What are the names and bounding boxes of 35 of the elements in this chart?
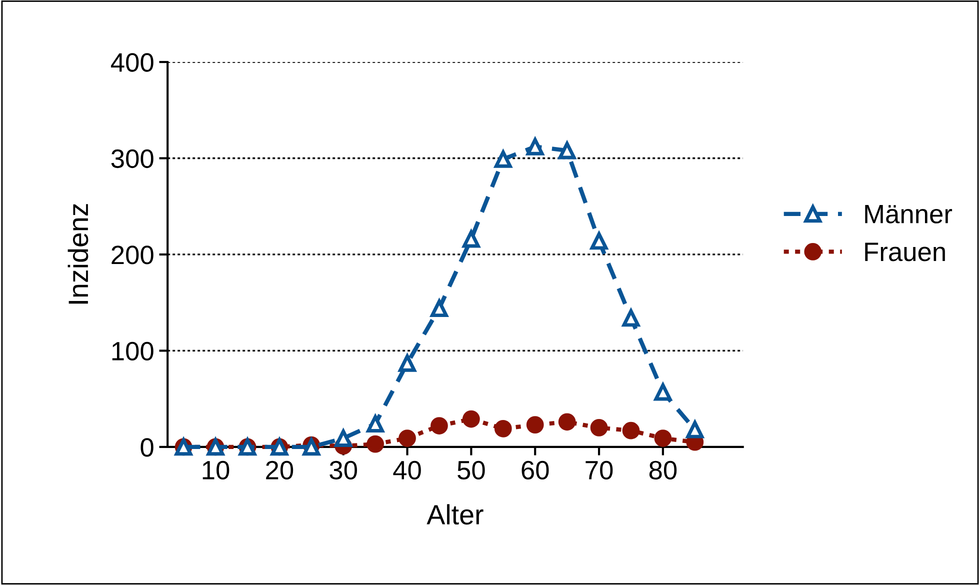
y-tick-label: 0 [140,438,154,457]
legend-label: Frauen [865,242,945,262]
x-axis-title: Alter [426,504,484,525]
point [654,430,672,447]
y-tick-label: 100 [112,342,154,361]
point [430,300,448,318]
point [622,309,640,327]
x-tick-label: 10 [202,460,230,480]
point [366,415,384,433]
x-tick-label: 70 [586,460,613,480]
point [494,420,512,438]
point [558,413,576,431]
point [558,142,576,160]
point [430,417,448,434]
x-tick-label: 80 [649,460,677,480]
point [462,230,480,248]
y-tick-label: 400 [110,53,154,72]
point [686,420,704,438]
point [654,383,672,401]
legend-label: Männer [865,205,952,224]
x-tick-label: 40 [393,460,421,480]
point [462,410,480,428]
point [398,430,416,447]
point [526,416,544,434]
point [622,422,640,440]
point [590,419,608,436]
y-tick-label: 300 [111,149,154,168]
x-tick-label: 20 [266,460,294,480]
y-axis-title: Inzidenz [68,204,88,304]
x-tick-label: 30 [330,460,357,480]
y-tick-label: 200 [112,246,154,264]
point [590,232,608,250]
x-tick-label: 50 [458,460,485,480]
x-tick-label: 60 [522,460,549,480]
point [366,435,384,453]
